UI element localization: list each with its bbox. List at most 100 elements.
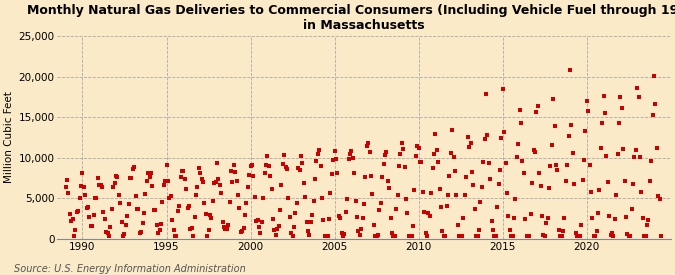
Point <box>294 168 305 172</box>
Point <box>486 219 497 223</box>
Point <box>651 146 662 150</box>
Point <box>426 191 437 195</box>
Point <box>493 182 504 186</box>
Point <box>349 171 360 175</box>
Point <box>554 228 564 232</box>
Point <box>105 225 116 230</box>
Point <box>430 132 441 136</box>
Point <box>639 233 649 238</box>
Point <box>477 185 487 189</box>
Point <box>292 201 302 205</box>
Point <box>546 143 557 147</box>
Point <box>389 233 400 238</box>
Point <box>602 180 613 184</box>
Point <box>155 222 166 227</box>
Point <box>367 192 378 196</box>
Point <box>636 190 647 194</box>
Point <box>599 111 610 115</box>
Point <box>124 202 134 207</box>
Point <box>101 230 111 235</box>
Point <box>182 206 193 210</box>
Point <box>364 150 375 155</box>
Point <box>220 227 231 231</box>
Point <box>620 214 631 219</box>
Point <box>357 216 368 221</box>
Point <box>72 210 82 214</box>
Point <box>128 167 138 172</box>
Point <box>81 206 92 210</box>
Point <box>479 136 490 141</box>
Point <box>450 169 460 174</box>
Point <box>184 204 194 208</box>
Point <box>157 200 167 204</box>
Point <box>452 223 463 227</box>
Point <box>358 202 369 206</box>
Point <box>537 213 547 218</box>
Point <box>122 214 133 219</box>
Point <box>251 218 262 223</box>
Point <box>95 183 106 187</box>
Point <box>628 182 639 186</box>
Point <box>504 228 515 232</box>
Point <box>379 153 390 158</box>
Point <box>597 121 608 125</box>
Point <box>373 233 383 238</box>
Point <box>396 141 407 145</box>
Point <box>245 164 256 168</box>
Point <box>281 167 292 171</box>
Point <box>331 157 342 161</box>
Point <box>76 184 86 188</box>
Point <box>388 233 399 238</box>
Point <box>258 196 269 200</box>
Point <box>394 164 404 168</box>
Point <box>374 208 385 212</box>
Point <box>577 178 588 182</box>
Point <box>314 148 325 153</box>
Point <box>271 232 281 237</box>
Point <box>443 193 454 198</box>
Point <box>441 204 452 208</box>
Point <box>541 221 551 225</box>
Point <box>263 164 274 168</box>
Point <box>66 219 77 224</box>
Point <box>598 94 609 99</box>
Point <box>496 136 507 140</box>
Point <box>647 112 658 117</box>
Point <box>216 191 227 195</box>
Point <box>244 173 254 177</box>
Point <box>466 169 477 174</box>
Point <box>60 185 71 189</box>
Point <box>332 170 343 175</box>
Point <box>254 224 265 229</box>
Point <box>196 177 207 182</box>
Point <box>422 233 433 238</box>
Point <box>240 212 250 217</box>
Point <box>539 233 550 238</box>
Point <box>77 170 88 175</box>
Point <box>167 218 178 222</box>
Point <box>310 177 321 181</box>
Point <box>547 97 558 101</box>
Point <box>136 230 146 235</box>
Point <box>412 143 423 148</box>
Point <box>340 210 351 214</box>
Point <box>568 150 578 155</box>
Point <box>308 198 319 203</box>
Point <box>604 214 615 218</box>
Point <box>343 157 354 162</box>
Point <box>148 208 159 212</box>
Point <box>440 233 451 238</box>
Point <box>234 206 245 210</box>
Point <box>336 231 347 235</box>
Point <box>619 178 630 183</box>
Point <box>91 196 102 200</box>
Point <box>73 208 84 213</box>
Point <box>643 217 654 222</box>
Point <box>188 233 198 238</box>
Point <box>377 175 387 179</box>
Point <box>82 205 93 210</box>
Point <box>117 233 128 238</box>
Point <box>304 232 315 237</box>
Point <box>516 121 526 126</box>
Point <box>521 233 532 238</box>
